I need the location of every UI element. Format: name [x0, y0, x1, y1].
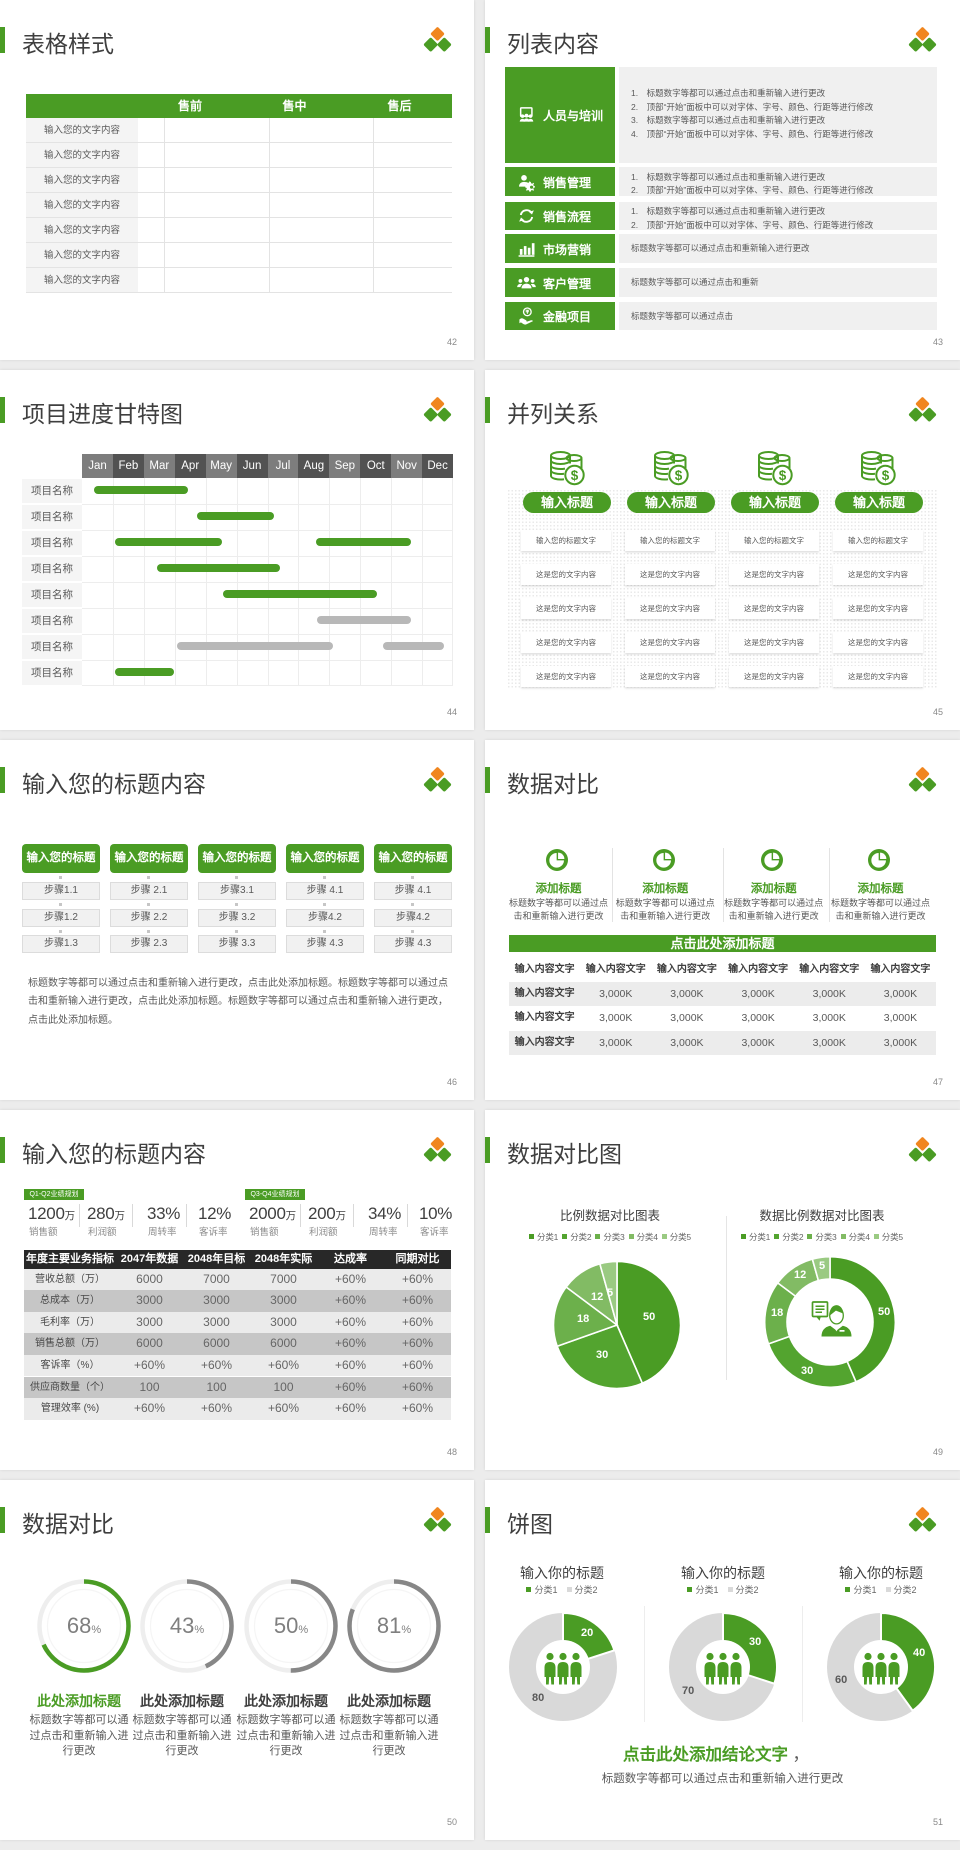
svg-text:$: $ [571, 468, 579, 483]
